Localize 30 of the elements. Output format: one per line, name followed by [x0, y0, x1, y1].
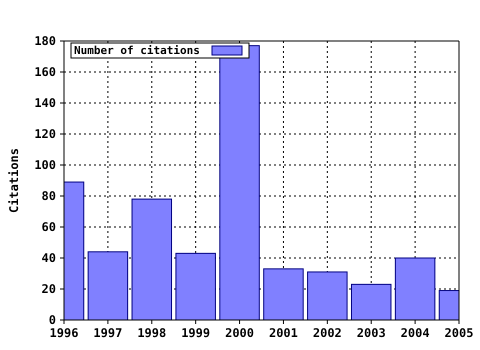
y-tick-label: 140 [34, 96, 56, 110]
bar [88, 251, 128, 320]
y-axis-title: Citations [7, 148, 21, 214]
y-tick-label: 80 [42, 189, 56, 203]
x-tick-label: 2004 [400, 326, 430, 340]
y-tick-label: 180 [34, 34, 56, 48]
x-tick-label: 2000 [225, 326, 254, 340]
x-tick-label: 2005 [444, 326, 474, 340]
bar [307, 271, 348, 320]
y-tick-label: 160 [34, 65, 56, 79]
y-tick-label: 100 [34, 158, 56, 172]
x-tick-label: 1996 [50, 326, 78, 340]
bar [263, 268, 304, 320]
y-tick-label: 20 [42, 282, 56, 296]
x-tick-label: 1998 [137, 326, 166, 340]
y-tick-label: 0 [48, 313, 56, 327]
bar [175, 252, 216, 320]
bar [219, 45, 260, 320]
bar [394, 258, 436, 320]
bar [350, 284, 392, 320]
y-tick-label: 60 [42, 220, 56, 234]
y-tick-label: 40 [42, 251, 56, 265]
x-tick-label: 1999 [181, 326, 210, 340]
x-tick-label: 1997 [93, 326, 122, 340]
bar [132, 198, 172, 320]
x-tick-label: 2003 [356, 326, 386, 340]
x-tick-label: 2002 [312, 326, 342, 340]
y-tick-label: 120 [34, 127, 56, 141]
legend-label: Number of citations [74, 44, 200, 57]
x-tick-label: 2001 [268, 326, 298, 340]
